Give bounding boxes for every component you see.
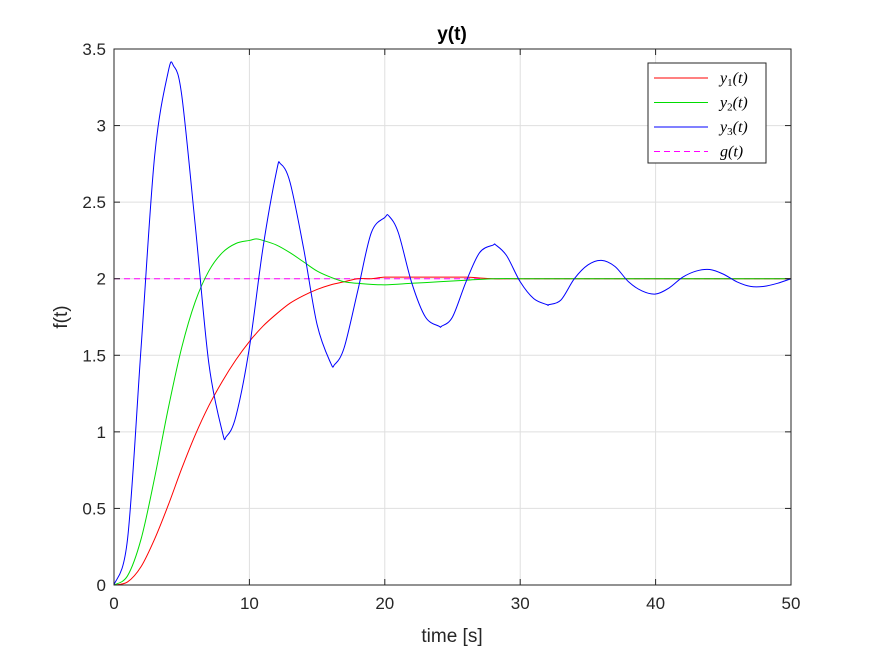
- legend-label: y2(t): [718, 95, 748, 114]
- tick-labels: 0 10 20 30 40 50 0 0.5 1 1.5 2 2.5 3 3.5: [82, 40, 800, 613]
- y-tick-label: 2.5: [82, 193, 106, 212]
- x-tick-label: 10: [240, 594, 259, 613]
- y-tick-label: 1: [97, 423, 106, 442]
- chart-title: y(t): [437, 24, 467, 45]
- ticks: [113, 48, 792, 586]
- x-tick-label: 30: [511, 594, 530, 613]
- legend-label-base: y: [718, 70, 728, 87]
- legend-label-arg: (t): [733, 70, 748, 87]
- legend-label: y1(t): [718, 70, 748, 89]
- series-line-y3: [113, 61, 792, 586]
- legend-label-base: y: [718, 119, 728, 136]
- legend-label-subscript: 2: [727, 102, 733, 114]
- legend-label-base: y: [718, 95, 728, 112]
- series-line-y2: [113, 238, 791, 586]
- legend-label-base: g: [720, 144, 728, 161]
- legend-label-subscript: 1: [727, 77, 733, 89]
- x-tick-label: 40: [646, 594, 665, 613]
- y-tick-label: 0: [97, 576, 106, 595]
- legend-label-arg: (t): [728, 144, 743, 161]
- legend: y1(t)y2(t)y3(t)g(t): [647, 62, 767, 164]
- legend-label-arg: (t): [733, 119, 748, 136]
- y-tick-label: 2: [97, 270, 106, 289]
- plot-frame: [113, 48, 792, 586]
- legend-label: g(t): [720, 144, 743, 161]
- y-tick-label: 3: [97, 117, 106, 136]
- legend-label-arg: (t): [733, 95, 748, 112]
- series-layer: [113, 61, 792, 586]
- x-tick-label: 20: [375, 594, 394, 613]
- y-tick-label: 1.5: [82, 346, 106, 365]
- y-axis-label: f(t): [51, 305, 72, 328]
- y-tick-label: 3.5: [82, 40, 106, 59]
- x-tick-label: 0: [109, 594, 118, 613]
- x-axis-label: time [s]: [421, 626, 482, 647]
- legend-box: [647, 62, 767, 164]
- x-tick-label: 50: [782, 594, 801, 613]
- legend-label-subscript: 3: [727, 126, 733, 138]
- y-tick-label: 0.5: [82, 499, 106, 518]
- legend-label: y3(t): [718, 119, 748, 138]
